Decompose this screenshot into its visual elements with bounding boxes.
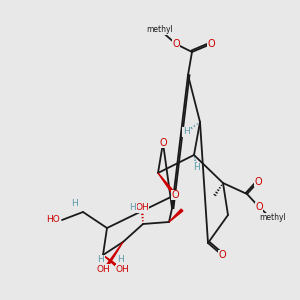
Text: O: O [255,202,263,212]
Text: O: O [159,138,167,148]
Text: methyl: methyl [260,214,286,223]
Text: H: H [72,200,78,208]
Text: H: H [130,203,136,212]
Text: O: O [218,250,226,260]
Text: H: H [98,256,104,265]
Polygon shape [102,242,123,273]
Text: H: H [117,256,123,265]
Text: OH: OH [115,266,129,274]
Polygon shape [103,255,123,271]
Text: O: O [171,190,179,200]
Text: O: O [172,39,180,49]
Text: methyl: methyl [147,26,173,34]
Text: H: H [183,128,189,136]
Text: O: O [207,39,215,49]
Text: HO: HO [46,215,60,224]
Polygon shape [169,209,183,222]
Text: O: O [254,177,262,187]
Text: OH: OH [135,203,149,212]
Text: OH: OH [96,265,110,274]
Text: H: H [194,164,200,172]
Polygon shape [158,173,176,196]
